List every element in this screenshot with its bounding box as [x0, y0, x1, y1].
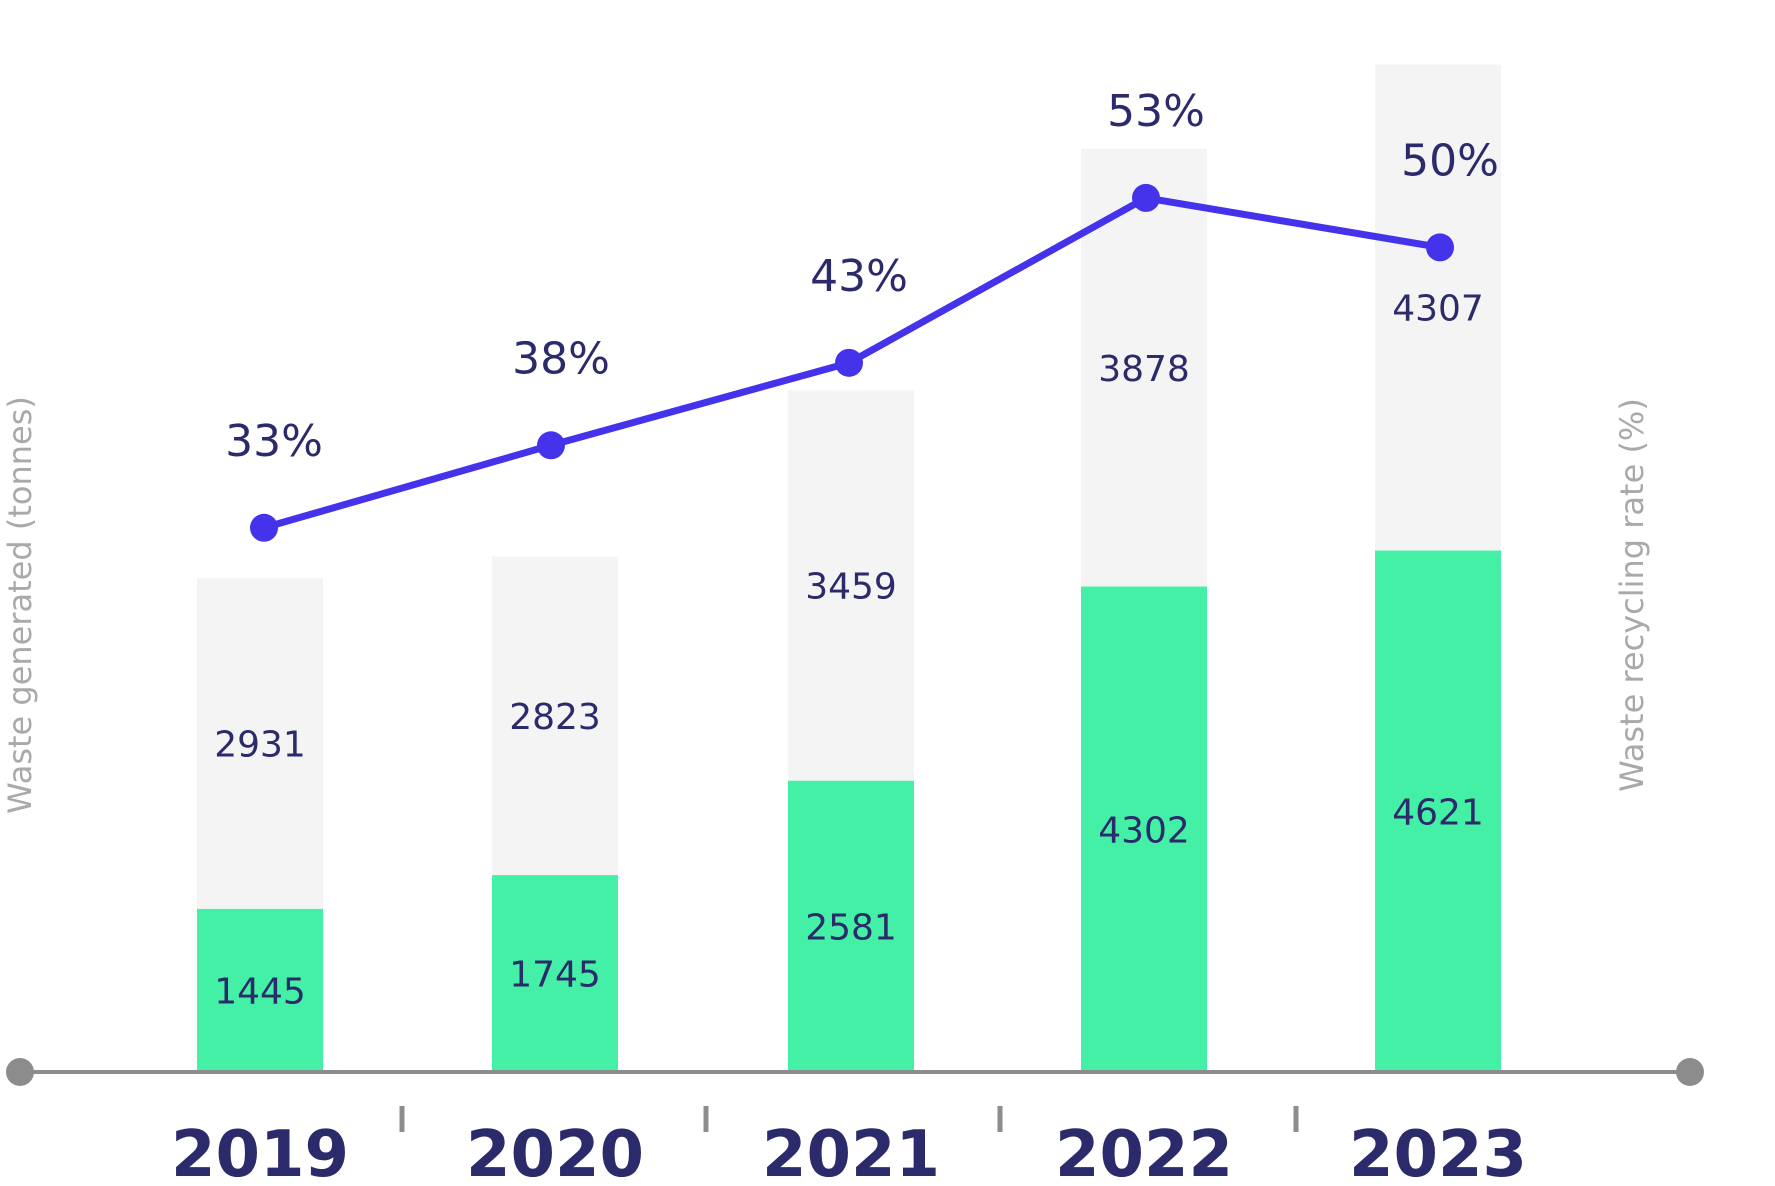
bar-upper-value-label: 3878 [1098, 349, 1190, 390]
right-axis-title: Waste recycling rate (%) [1613, 398, 1651, 792]
year-label: 2023 [1349, 1118, 1527, 1186]
bar-lower-value-label: 1445 [214, 971, 306, 1012]
bar-lower-value-label: 2581 [805, 907, 897, 948]
year-label: 2019 [171, 1118, 349, 1186]
bar-lower-value-label: 1745 [509, 955, 601, 996]
recycling-rate-point [250, 513, 278, 542]
recycling-rate-label: 43% [810, 251, 908, 302]
x-axis [6, 1058, 1704, 1132]
bar-upper-value-label: 4307 [1392, 289, 1484, 330]
bar-upper-value-label: 3459 [805, 567, 897, 608]
bar-lower-segment [1375, 550, 1501, 1072]
axis-right-end-dot [1676, 1058, 1704, 1086]
bar-lower-segment [197, 908, 323, 1072]
recycling-rate-point [1132, 183, 1160, 212]
year-label: 2021 [762, 1118, 940, 1186]
left-axis-title: Waste generated (tonnes) [1, 396, 39, 814]
bar-lower-segment [788, 780, 914, 1072]
bar-upper-segment [788, 390, 914, 781]
bar-lower-value-label: 4621 [1392, 792, 1484, 833]
bar-upper-value-label: 2931 [214, 725, 306, 766]
recycling-rate-label: 38% [512, 333, 610, 384]
recycling-rate-label: 50% [1401, 135, 1499, 186]
recycling-rate-point [1426, 233, 1454, 262]
year-labels-layer: 2019 2020 2021 2022 2023 [171, 1118, 1527, 1186]
recycling-rate-point [537, 431, 565, 460]
recycling-rate-label: 33% [225, 416, 323, 467]
bar-lower-segment [1081, 586, 1207, 1072]
bar-lower-segment [492, 875, 618, 1072]
bars-layer [197, 64, 1501, 1072]
axis-left-end-dot [6, 1058, 34, 1086]
bar-upper-segment [197, 578, 323, 909]
recycling-rate-label: 53% [1107, 86, 1205, 137]
bar-labels-layer: 1445 2931 1745 2823 2581 3459 4302 3878 4621 4307 [214, 289, 1484, 1013]
bar-upper-segment [492, 556, 618, 876]
bar-lower-value-label: 4302 [1098, 810, 1190, 851]
bar-upper-segment [1375, 64, 1501, 551]
year-label: 2022 [1055, 1118, 1233, 1186]
recycling-rate-line-layer: 33% 38% 43% 53% 50% [225, 86, 1499, 542]
bar-upper-value-label: 2823 [509, 697, 601, 738]
recycling-rate-point [835, 348, 863, 377]
year-label: 2020 [466, 1118, 644, 1186]
